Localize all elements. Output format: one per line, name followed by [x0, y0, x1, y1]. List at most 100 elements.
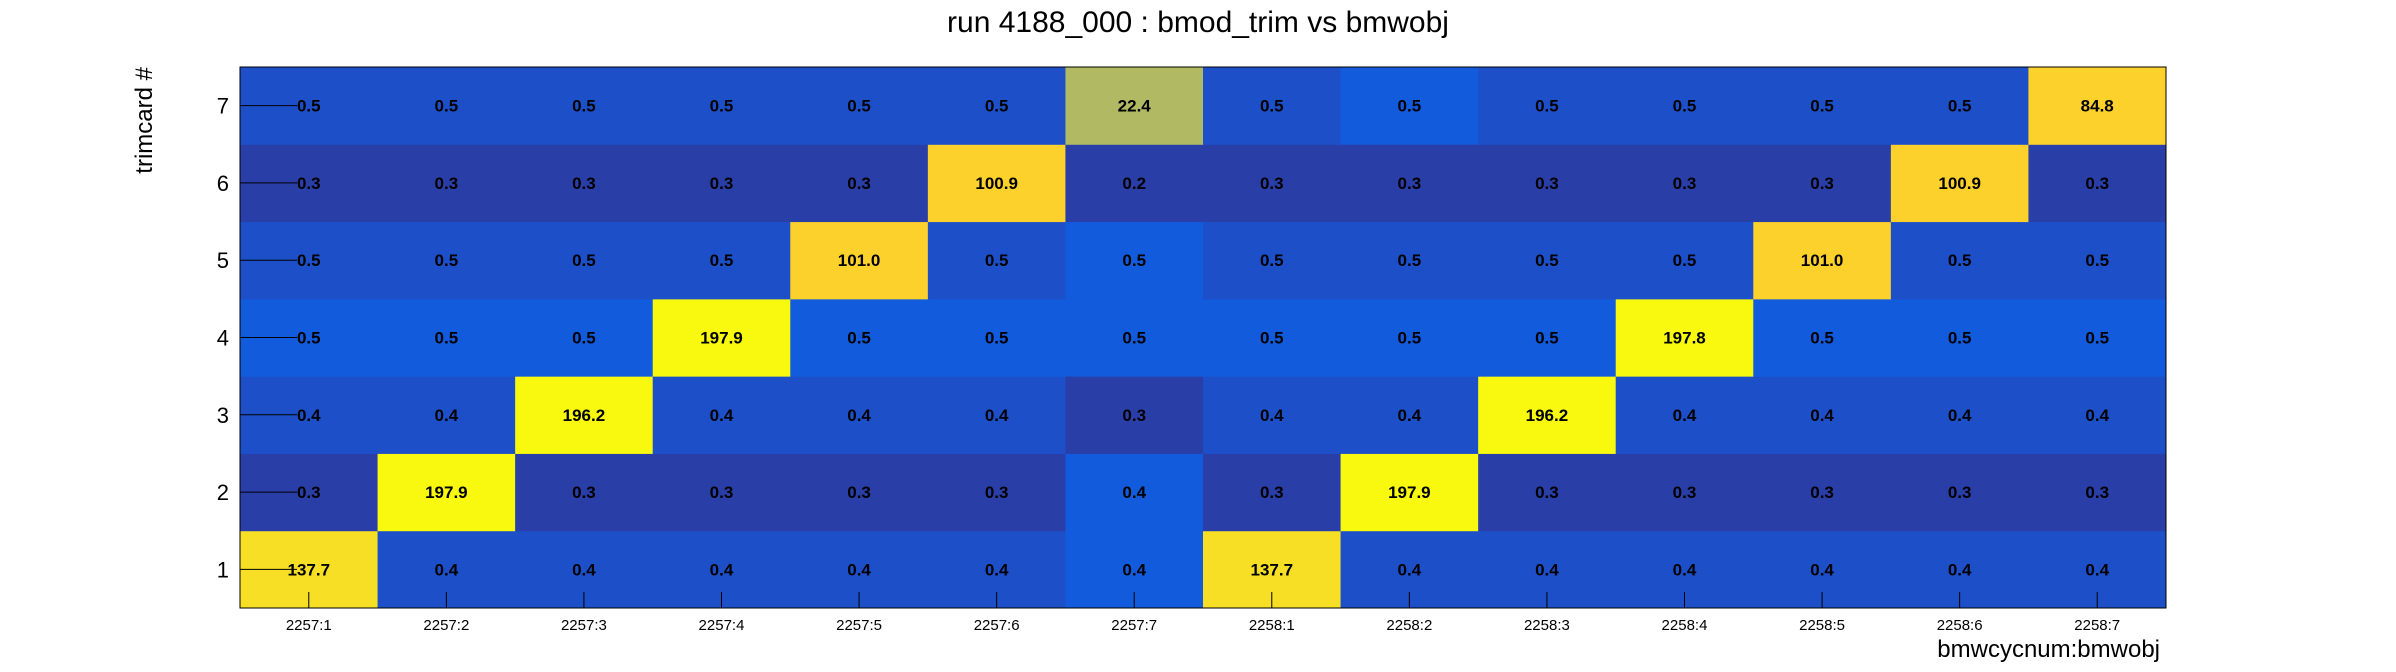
heatmap-cell [1065, 221, 1204, 300]
heatmap-cell [927, 144, 1066, 223]
y-tick-label: 5 [217, 248, 229, 273]
x-tick-label: 2257:5 [836, 617, 882, 634]
cell-value-label: 0.3 [1673, 483, 1697, 502]
x-tick-label: 2257:4 [699, 617, 745, 634]
cell-value-label: 0.5 [985, 97, 1009, 116]
heatmap-cell [2028, 67, 2167, 145]
heatmap-cell [652, 144, 791, 223]
cell-value-label: 0.5 [572, 329, 596, 348]
cell-value-label: 0.4 [1398, 406, 1422, 425]
cell-value-label: 0.4 [847, 560, 871, 579]
cell-value-label: 196.2 [1526, 406, 1569, 425]
cell-value-label: 0.5 [1398, 97, 1422, 116]
cell-value-label: 0.5 [847, 329, 871, 348]
cell-value-label: 0.2 [1122, 174, 1146, 193]
heatmap-cell [515, 453, 654, 532]
cell-value-label: 0.3 [847, 174, 871, 193]
cell-value-label: 0.5 [1948, 329, 1972, 348]
heatmap-cell [1615, 376, 1754, 454]
heatmap-cell [1340, 221, 1479, 300]
cell-value-label: 0.4 [710, 560, 734, 579]
y-tick-label: 3 [217, 403, 229, 428]
heatmap-cell [2028, 144, 2167, 223]
heatmap-cell [1890, 453, 2029, 532]
cell-value-label: 0.4 [1673, 560, 1697, 579]
heatmap-cell [377, 67, 516, 145]
heatmap-cell [1478, 144, 1617, 223]
heatmap-cell [515, 376, 654, 454]
heatmap-cell [1203, 144, 1342, 223]
cell-value-label: 0.4 [1260, 406, 1284, 425]
heatmap-cell [1753, 67, 1892, 145]
heatmap-cell [1340, 144, 1479, 223]
cell-value-label: 0.5 [1260, 329, 1284, 348]
heatmap-cell [927, 376, 1066, 454]
heatmap-cell [652, 453, 791, 532]
heatmap-cell [790, 221, 929, 300]
heatmap-cell [1065, 67, 1204, 145]
cell-value-label: 0.4 [1122, 560, 1146, 579]
cell-value-label: 0.3 [1810, 483, 1834, 502]
heatmap-cell [1340, 453, 1479, 532]
cell-value-label: 84.8 [2081, 97, 2114, 116]
cell-value-label: 0.4 [1673, 406, 1697, 425]
y-tick-label: 1 [217, 557, 229, 582]
cell-value-label: 0.3 [985, 483, 1009, 502]
cell-value-label: 137.7 [1251, 560, 1294, 579]
heatmap-cell [377, 144, 516, 223]
cell-value-label: 0.5 [1673, 251, 1697, 270]
heatmap-cell [1753, 298, 1892, 377]
cell-value-label: 0.3 [297, 174, 321, 193]
cell-value-label: 0.3 [572, 174, 596, 193]
cell-value-label: 0.4 [2085, 406, 2109, 425]
cell-value-label: 0.3 [435, 174, 459, 193]
x-tick-label: 2258:4 [1662, 617, 1708, 634]
heatmap-cell [652, 67, 791, 145]
x-tick-label: 2258:6 [1937, 617, 1983, 634]
cell-value-label: 0.3 [1948, 483, 1972, 502]
heatmap-cell [2028, 453, 2167, 532]
x-tick-label: 2257:6 [974, 617, 1020, 634]
heatmap-cell [1203, 298, 1342, 377]
x-axis: 2257:1 2257:2 2257:3 2257:4 2257:5 2257:6 2257… [286, 592, 2120, 634]
cell-value-label: 0.5 [985, 329, 1009, 348]
heatmap-cell [1890, 298, 2029, 377]
heatmap-cell [515, 67, 654, 145]
heatmap-cell [1890, 144, 2029, 223]
cell-value-label: 0.3 [2085, 483, 2109, 502]
cell-value-label: 197.9 [1388, 483, 1431, 502]
heatmap-cell [1753, 221, 1892, 300]
heatmap-cell [377, 221, 516, 300]
cell-value-label: 0.5 [1535, 97, 1559, 116]
cell-value-label: 100.9 [1938, 174, 1981, 193]
cell-value-label: 0.4 [435, 406, 459, 425]
cell-value-label: 0.5 [1398, 329, 1422, 348]
heatmap-cell [1615, 67, 1754, 145]
cell-value-label: 0.5 [1673, 97, 1697, 116]
heatmap-cell [927, 67, 1066, 145]
heatmap-cell-labels: 137.7 0.4 0.4 0.4 0.4 0.4 0.4 137.7 0.4 0.4 0.4 0.4… [288, 97, 2114, 580]
cell-value-label: 0.4 [1122, 483, 1146, 502]
x-tick-label: 2258:2 [1386, 617, 1432, 634]
y-tick-label: 2 [217, 480, 229, 505]
cell-value-label: 0.5 [1535, 329, 1559, 348]
x-tick-label: 2258:1 [1249, 617, 1295, 634]
heatmap-cell [927, 298, 1066, 377]
cell-value-label: 0.4 [2085, 560, 2109, 579]
heatmap-cell [790, 144, 929, 223]
heatmap-cell [652, 298, 791, 377]
heatmap-cell [1065, 144, 1204, 223]
heatmap-cell [927, 221, 1066, 300]
cell-value-label: 0.4 [847, 406, 871, 425]
heatmap-cell [515, 221, 654, 300]
heatmap-cell [515, 298, 654, 377]
heatmap-cell [515, 144, 654, 223]
heatmap-cell [652, 221, 791, 300]
cell-value-label: 0.4 [985, 406, 1009, 425]
cell-value-label: 197.8 [1663, 329, 1706, 348]
cell-value-label: 0.5 [710, 97, 734, 116]
heatmap-cell [1753, 144, 1892, 223]
cell-value-label: 0.5 [1535, 251, 1559, 270]
cell-value-label: 0.3 [1535, 174, 1559, 193]
